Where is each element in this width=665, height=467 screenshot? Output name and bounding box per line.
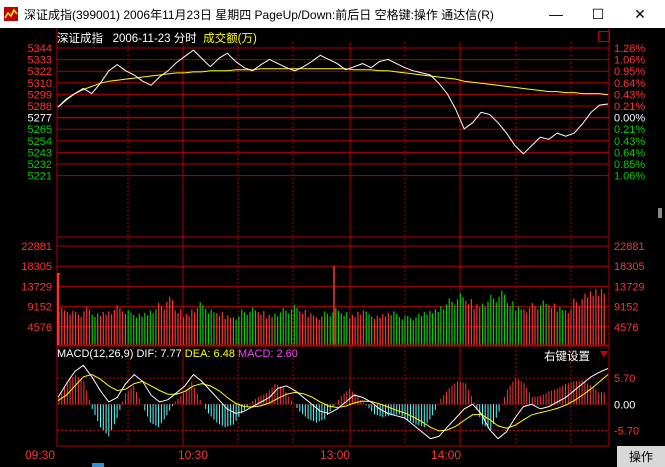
price-tick-left: 5344 bbox=[28, 43, 52, 55]
dif-value: DIF: 7.77 bbox=[136, 348, 182, 360]
axis-labels: 5344 1.28% 5333 1.06% 5322 0.95% 5310 0.64% 5299… bbox=[21, 43, 645, 462]
macd-value: MACD: 2.60 bbox=[238, 348, 298, 360]
macd-tick-right: 5.70 bbox=[614, 373, 635, 385]
minimize-button[interactable]: — bbox=[535, 0, 577, 28]
window-title: 深证成指(399001) 2006年11月23日 星期四 PageUp/Down… bbox=[24, 8, 494, 22]
volume-tick-right: 4576 bbox=[614, 322, 638, 334]
average-price-line bbox=[57, 68, 609, 108]
macd-header: MACD(12,26,9) DIF: 7.77 DEA: 6.48 MACD: … bbox=[57, 348, 298, 360]
maximize-icon: ☐ bbox=[591, 5, 605, 22]
dea-value: DEA: 6.48 bbox=[184, 348, 235, 360]
macd-label: MACD(12,26,9) bbox=[57, 348, 134, 360]
price-tick-right: 0.64% bbox=[614, 147, 645, 159]
price-tick-right: 1.28% bbox=[614, 43, 645, 55]
date-label: 2006-11-23 分时 bbox=[112, 33, 197, 45]
right-click-settings[interactable]: 右键设置 bbox=[544, 351, 590, 363]
close-button[interactable]: ✕ bbox=[619, 0, 661, 28]
dropdown-arrow-icon[interactable] bbox=[600, 351, 608, 357]
chart-grid bbox=[56, 28, 610, 447]
price-tick-left: 5288 bbox=[28, 101, 52, 113]
time-tick: 14:00 bbox=[431, 448, 461, 462]
app-icon bbox=[4, 7, 18, 21]
price-tick-right: 0.00% bbox=[614, 113, 645, 125]
price-tick-left: 5232 bbox=[28, 159, 52, 171]
volume-panel bbox=[57, 265, 609, 346]
price-tick-left: 5277 bbox=[28, 113, 52, 125]
time-tick: 09:30 bbox=[25, 448, 55, 462]
volume-tick-right: 22881 bbox=[614, 241, 645, 253]
minimize-icon: — bbox=[549, 6, 563, 22]
volume-tick-right: 13729 bbox=[614, 281, 645, 293]
window-titlebar: 深证成指(399001) 2006年11月23日 星期四 PageUp/Down… bbox=[0, 0, 665, 28]
price-line bbox=[57, 49, 609, 155]
operate-button[interactable]: 操作 bbox=[617, 446, 665, 467]
volume-tick-left: 22881 bbox=[21, 241, 52, 253]
price-tick-right: 1.06% bbox=[614, 171, 645, 183]
macd-tick-right: 0.00 bbox=[614, 399, 635, 411]
volume-tick-right: 18305 bbox=[614, 261, 645, 273]
volume-tick-left: 13729 bbox=[21, 281, 52, 293]
price-tick-left: 5299 bbox=[28, 89, 52, 101]
price-tick-left: 5254 bbox=[28, 136, 52, 148]
scroll-thumb[interactable] bbox=[92, 463, 104, 467]
volume-tick-left: 18305 bbox=[21, 261, 52, 273]
price-tick-right: 0.95% bbox=[614, 66, 645, 78]
price-panel bbox=[57, 49, 609, 155]
price-tick-right: 0.64% bbox=[614, 78, 645, 90]
price-tick-right: 1.06% bbox=[614, 55, 645, 67]
price-tick-left: 5322 bbox=[28, 66, 52, 78]
chart-header: 深证成指 2006-11-23 分时 成交额(万) bbox=[57, 30, 257, 46]
panel-toggle-icon[interactable] bbox=[598, 31, 610, 42]
dea-line bbox=[57, 373, 609, 432]
volume-tick-left: 4576 bbox=[28, 322, 52, 334]
volume-label: 成交额(万) bbox=[203, 33, 257, 45]
price-tick-right: 0.85% bbox=[614, 159, 645, 171]
macd-panel bbox=[57, 364, 609, 440]
time-tick: 10:30 bbox=[178, 448, 208, 462]
price-tick-right: 0.21% bbox=[614, 124, 645, 136]
price-tick-right: 0.21% bbox=[614, 101, 645, 113]
index-name: 深证成指 bbox=[57, 33, 103, 45]
close-icon: ✕ bbox=[634, 5, 646, 22]
price-tick-left: 5310 bbox=[28, 78, 52, 90]
volume-tick-right: 9152 bbox=[614, 302, 638, 314]
price-tick-left: 5265 bbox=[28, 124, 52, 136]
time-tick: 13:00 bbox=[320, 448, 350, 462]
price-tick-left: 5333 bbox=[28, 55, 52, 67]
dif-line bbox=[57, 364, 609, 440]
scroll-indicator-icon[interactable] bbox=[658, 208, 662, 218]
price-tick-right: 0.43% bbox=[614, 89, 645, 101]
price-tick-left: 5221 bbox=[28, 171, 52, 183]
price-tick-left: 5243 bbox=[28, 147, 52, 159]
macd-tick-right: -5.70 bbox=[614, 425, 639, 437]
maximize-button[interactable]: ☐ bbox=[577, 0, 619, 28]
price-tick-right: 0.43% bbox=[614, 136, 645, 148]
volume-tick-left: 9152 bbox=[28, 302, 52, 314]
